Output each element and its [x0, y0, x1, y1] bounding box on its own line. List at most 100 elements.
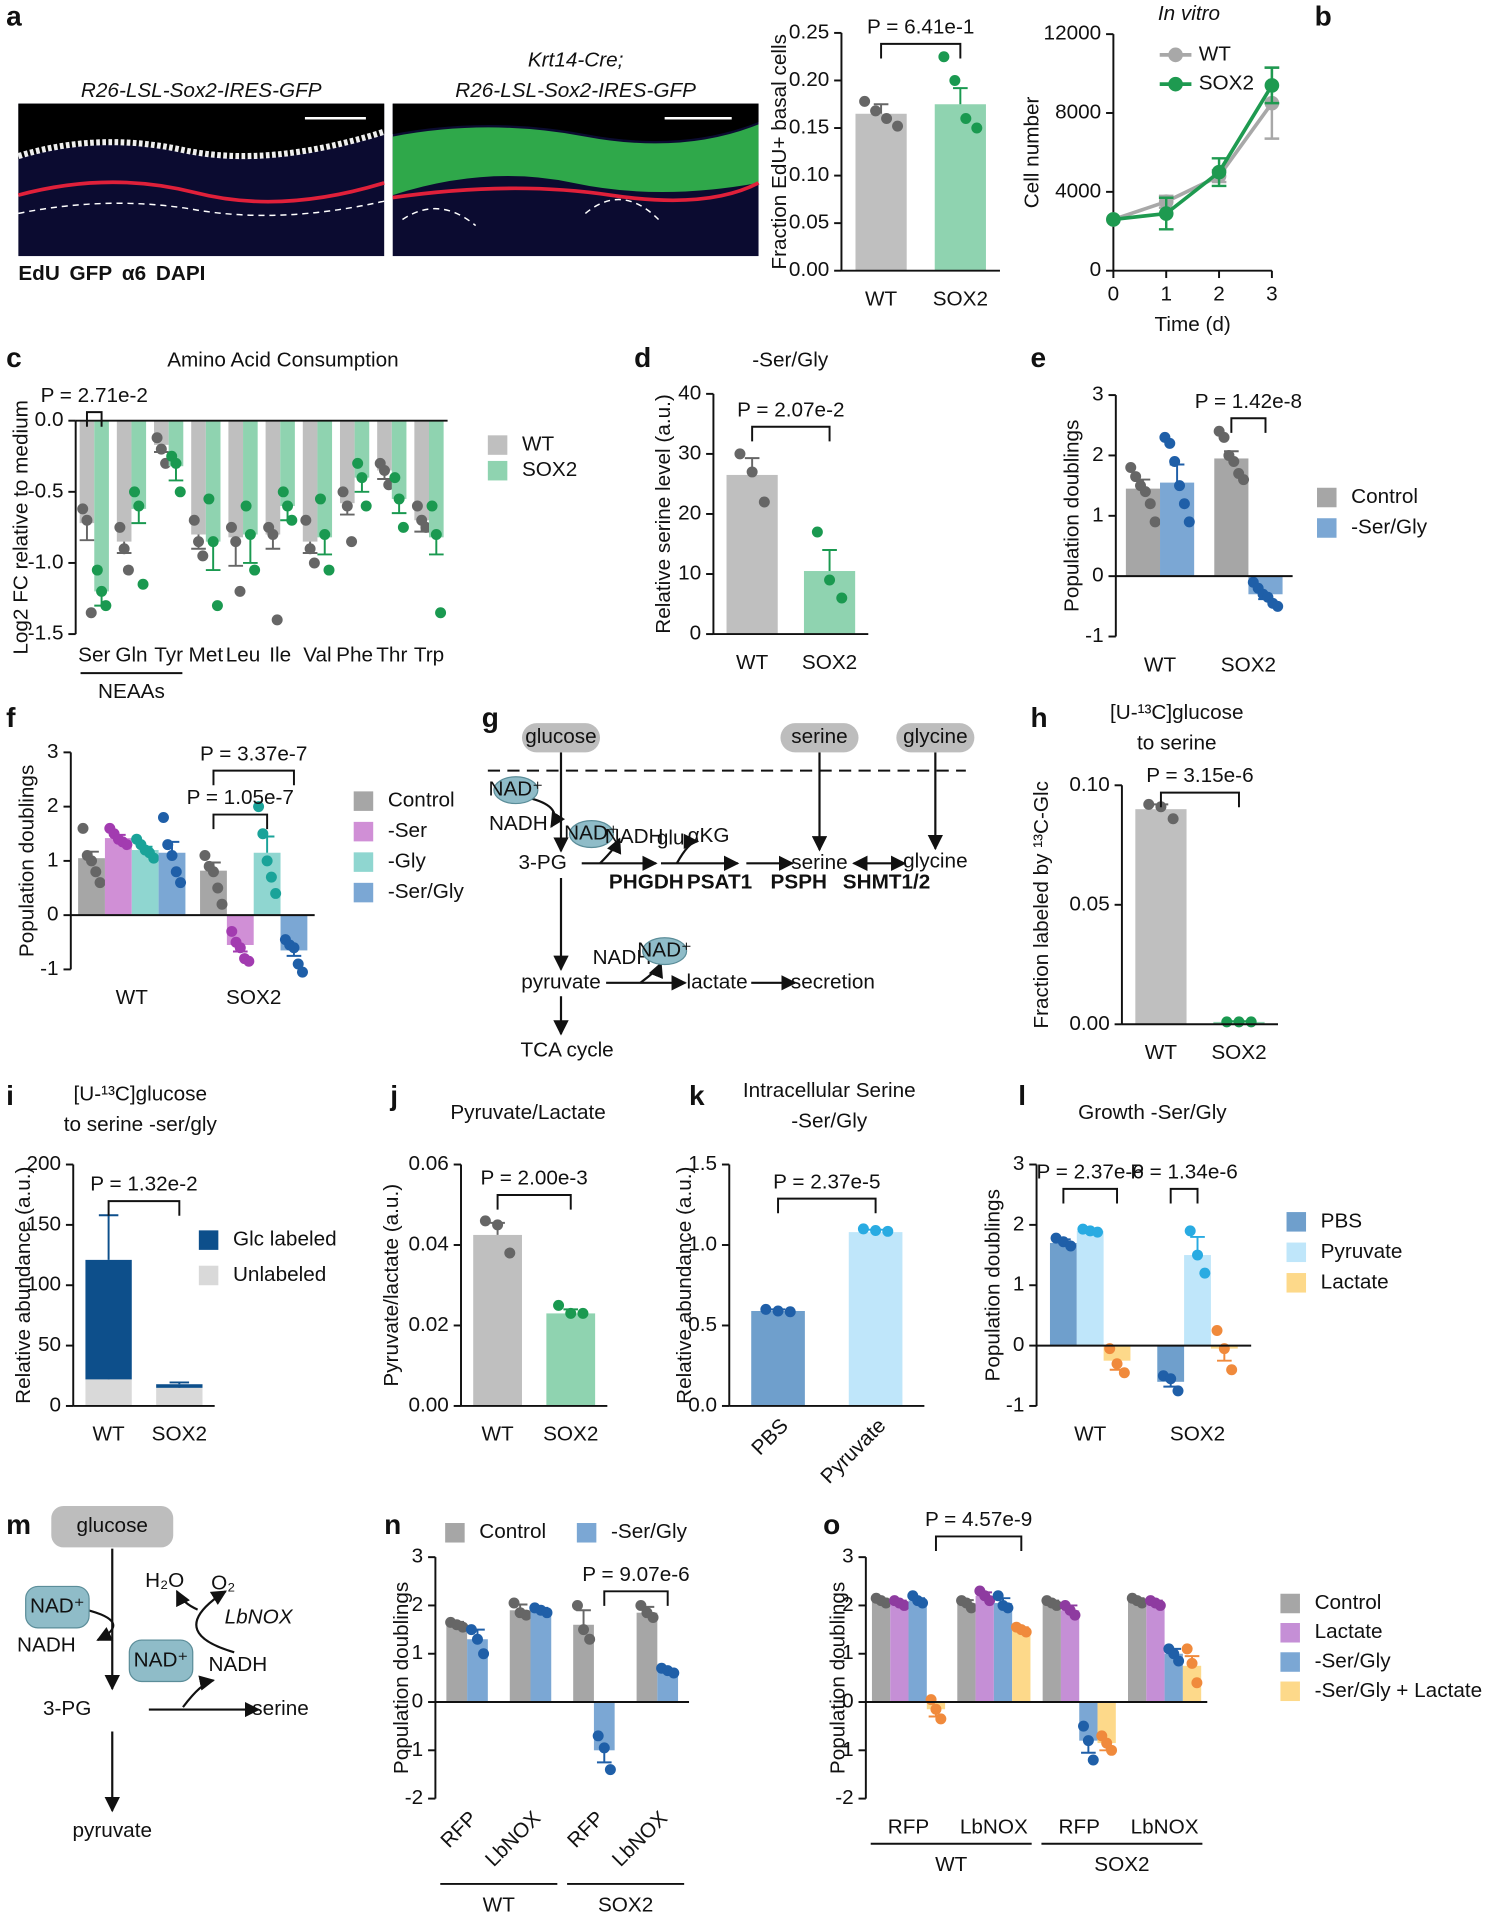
chart-title: Growth -Ser/Gly — [1078, 1101, 1227, 1124]
p-value: P = 3.37e-7 — [200, 742, 307, 765]
data-point — [1184, 1225, 1196, 1237]
data-point — [492, 1219, 504, 1231]
data-point — [292, 958, 304, 970]
image-label: Krt14-Cre; — [528, 48, 624, 71]
data-point — [479, 1215, 491, 1227]
bar — [280, 420, 295, 507]
x-tick-label: SOX2 — [543, 1423, 598, 1446]
y-tick-label: 3 — [842, 1545, 854, 1568]
y-tick-label: -0.5 — [28, 479, 64, 502]
y-tick-label: 2 — [412, 1593, 424, 1616]
y-tick-label: -1 — [405, 1738, 423, 1761]
data-point — [734, 448, 746, 460]
bar — [908, 1600, 927, 1703]
y-tick-label: 0 — [1092, 564, 1104, 587]
legend-swatch — [1317, 487, 1337, 508]
x-tick-label: Gln — [115, 643, 147, 666]
bar — [228, 420, 244, 538]
y-axis-label: Log2 FC relative to medium — [9, 400, 32, 655]
legend-swatch — [1280, 1681, 1300, 1702]
data-point — [1186, 1657, 1198, 1669]
error-bar — [822, 549, 837, 572]
diagram-label: glu — [657, 826, 685, 849]
y-tick-label: 2 — [1013, 1212, 1025, 1235]
data-point — [578, 1624, 590, 1636]
bar — [1076, 1230, 1104, 1346]
y-tick-label: 1 — [47, 848, 59, 871]
data-point — [86, 855, 98, 867]
bar — [1049, 1242, 1077, 1346]
y-tick-label: 2 — [1092, 443, 1104, 466]
significance-bracket — [496, 1194, 572, 1210]
data-point — [1173, 1655, 1185, 1667]
data-point — [226, 925, 238, 937]
x-tick-label: Pyruvate — [816, 1414, 890, 1488]
legend-swatch — [1280, 1593, 1300, 1614]
legend-swatch — [198, 1230, 219, 1250]
data-point — [212, 882, 224, 894]
y-tick-label: 0.00 — [789, 258, 829, 281]
legend-swatch — [1286, 1242, 1307, 1263]
legend-swatch — [1286, 1212, 1307, 1232]
diagram-label: NADH — [489, 812, 548, 835]
legend-label: PBS — [1321, 1209, 1362, 1232]
chart-title: Pyruvate/Lactate — [450, 1101, 605, 1124]
micrograph — [392, 103, 760, 257]
data-point — [188, 514, 200, 526]
data-point — [584, 1633, 596, 1645]
x-tick-label: WT — [1144, 653, 1177, 676]
legend-label: -Ser/Gly — [1351, 515, 1428, 538]
image-label: R26-LSL-Sox2-IRES-GFP — [81, 79, 322, 102]
data-point — [1238, 474, 1250, 486]
data-point — [1125, 462, 1137, 474]
bar — [1160, 482, 1195, 577]
y-tick-label: 0.0 — [688, 1393, 717, 1416]
y-tick-label: 0.02 — [408, 1313, 448, 1336]
bar — [1146, 1603, 1165, 1703]
pathway-arrows — [487, 752, 966, 1036]
p-value: P = 4.57e-9 — [925, 1508, 1032, 1531]
data-point — [857, 1223, 869, 1235]
bar — [104, 838, 132, 916]
x-tick-label: WT — [116, 986, 149, 1009]
data-point — [647, 1612, 659, 1624]
y-tick-label: 0.06 — [408, 1152, 448, 1175]
x-tick-label: RFP — [563, 1807, 609, 1853]
error-bar — [953, 87, 968, 105]
x-tick-label: WT — [736, 651, 769, 674]
diagram-label: PSAT1 — [687, 870, 752, 893]
diagram-label: serine — [791, 851, 847, 874]
y-tick-label: 1 — [1013, 1273, 1025, 1296]
significance-bracket — [880, 42, 962, 59]
image-label: R26-LSL-Sox2-IRES-GFP — [455, 79, 696, 102]
data-point — [296, 966, 308, 978]
data-point — [1272, 600, 1284, 612]
x-tick-label: LbNOX — [481, 1807, 545, 1871]
y-tick-label: 30 — [678, 441, 701, 464]
data-point — [504, 1247, 516, 1259]
x-tick-label: 1 — [1160, 283, 1172, 306]
y-tick-label: 1 — [1092, 503, 1104, 526]
data-point — [571, 1599, 583, 1611]
p-value: P = 2.00e-3 — [481, 1167, 588, 1190]
legend-marker — [1168, 76, 1183, 92]
x-tick-label: SOX2 — [933, 287, 988, 310]
bar — [993, 1603, 1013, 1703]
data-point — [935, 1713, 947, 1725]
data-point — [346, 536, 358, 548]
y-tick-label: 2 — [47, 794, 59, 817]
x-tick-label: LbNOX — [960, 1815, 1028, 1838]
data-point — [118, 543, 130, 555]
data-point — [240, 500, 252, 512]
line-marker — [1264, 78, 1280, 93]
y-tick-label: 8000 — [1055, 100, 1101, 123]
y-tick-label: 50 — [38, 1333, 61, 1356]
x-tick-label: 3 — [1266, 283, 1278, 306]
data-point — [1144, 498, 1156, 510]
y-axis-label: Population doublings — [826, 1582, 849, 1774]
legend-swatch — [487, 435, 508, 455]
line-marker — [1158, 206, 1174, 221]
y-tick-label: 0.25 — [789, 20, 829, 43]
diagram-label: pyruvate — [73, 1819, 152, 1842]
data-point — [129, 486, 141, 498]
